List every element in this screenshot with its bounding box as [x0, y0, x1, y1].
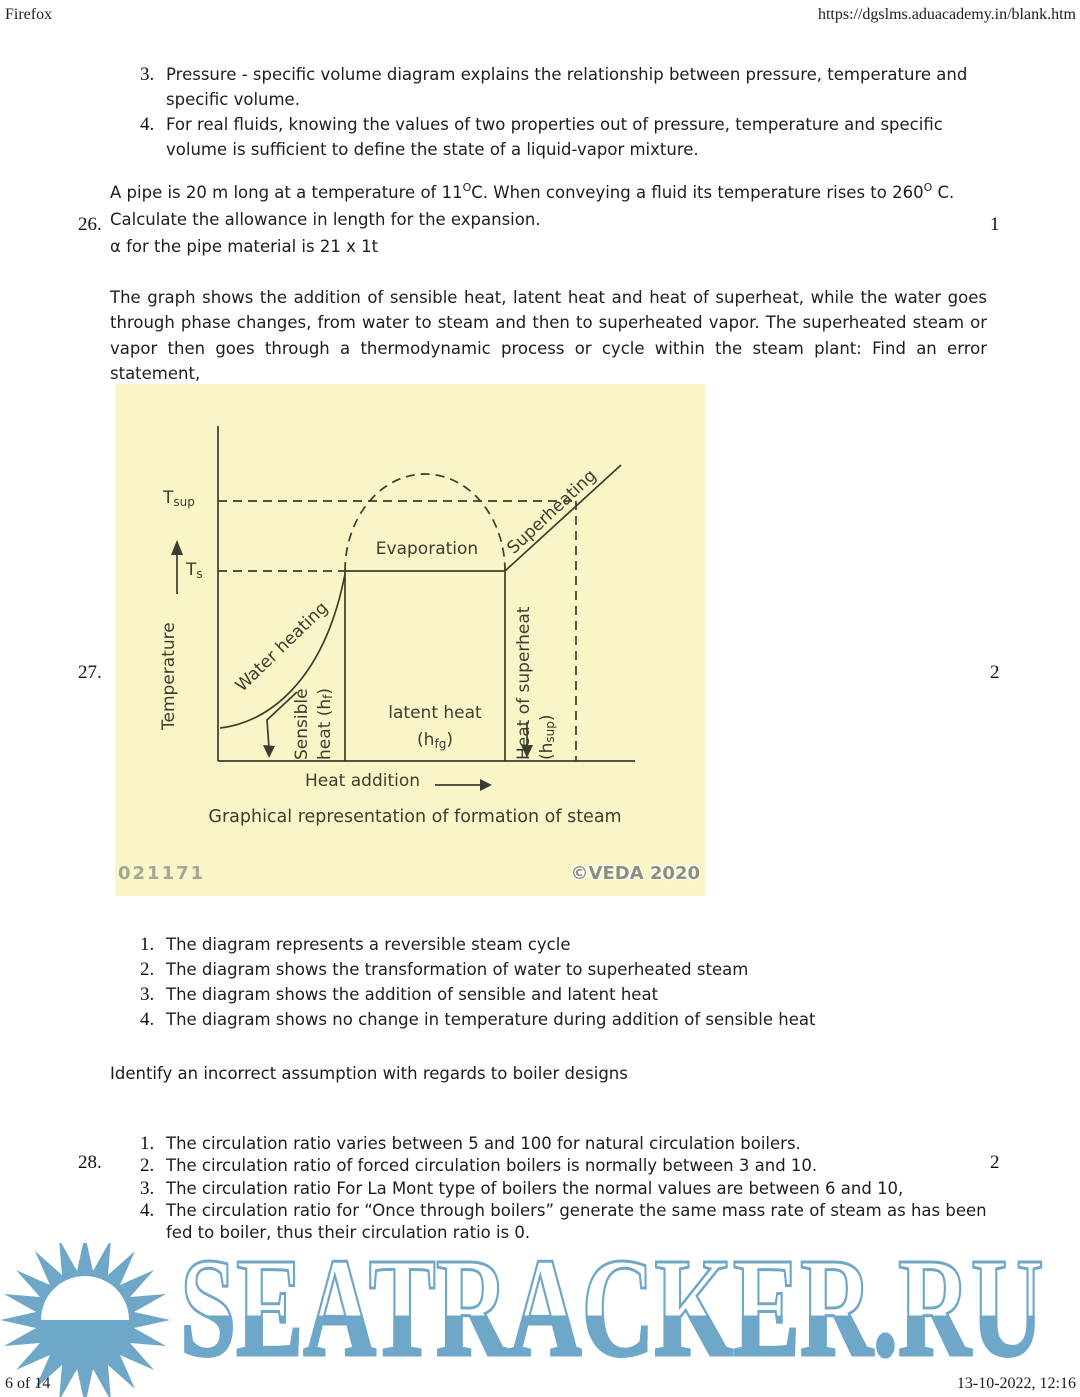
page-counter: 6 of 14 [5, 1375, 51, 1392]
list-item: 1. The circulation ratio varies between … [140, 1133, 1008, 1155]
list-item: 3. Pressure - specific volume diagram ex… [140, 62, 1008, 112]
question-27-options: 1. The diagram represents a reversible s… [140, 932, 1008, 1032]
option-text: The circulation ratio for “Once through … [166, 1200, 987, 1243]
question-26-line2: C. Calculate the allowance in length for… [110, 183, 955, 229]
option-number: 3. [140, 984, 155, 1005]
superscript-degree: O [462, 181, 472, 194]
steam-formation-diagram: Tsup Ts Temperature Evaporation Superhea… [115, 384, 705, 896]
seatracker-sun-icon [0, 1243, 170, 1397]
y-axis-label: Temperature [159, 622, 179, 730]
diagram-caption: Graphical representation of formation of… [208, 807, 622, 827]
question-28-marks: 2 [990, 1152, 1000, 1173]
list-item: 4. The circulation ratio for “Once throu… [140, 1200, 1008, 1245]
question-26-line1: A pipe is 20 m long at a temperature of … [110, 183, 463, 202]
x-axis-label: Heat addition [305, 771, 421, 791]
list-item: 4. For real fluids, knowing the values o… [140, 112, 1008, 162]
question-27-prompt: The graph shows the addition of sensible… [110, 288, 987, 383]
option-text: The diagram shows no change in temperatu… [166, 1010, 816, 1029]
option-number: 2. [140, 959, 155, 980]
option-text: The diagram represents a reversible stea… [166, 935, 571, 954]
option-number: 4. [140, 114, 155, 135]
question-28-prompt: Identify an incorrect assumption with re… [110, 1064, 628, 1083]
option-number: 3. [140, 64, 155, 85]
latent-heat-label: latent heat (hfg) [388, 703, 482, 751]
sensible-heat-arrow-line [266, 691, 298, 749]
question-26-text: A pipe is 20 m long at a temperature of … [110, 174, 982, 260]
question-28-options: 1. The circulation ratio varies between … [140, 1133, 1008, 1244]
question-28-number: 28. [78, 1152, 102, 1173]
question-26-marks: 1 [990, 214, 1000, 235]
list-item: 4. The diagram shows no change in temper… [140, 1007, 1008, 1032]
option-number: 1. [140, 934, 155, 955]
diagram-code: 021171 [118, 863, 206, 884]
superheating-line [504, 464, 622, 572]
option-number: 2. [140, 1155, 155, 1177]
list-item: 3. The diagram shows the addition of sen… [140, 982, 1008, 1007]
option-text: The diagram shows the addition of sensib… [166, 985, 659, 1004]
heat-addition-arrow-head [480, 779, 492, 791]
temperature-arrow-head [171, 540, 183, 555]
option-number: 3. [140, 1177, 155, 1199]
question-26-number: 26. [78, 214, 102, 235]
evaporation-label: Evaporation [375, 539, 479, 559]
sensible-heat-label: Sensible heat (hf) [292, 687, 335, 760]
question-27-marks: 2 [990, 662, 1000, 683]
option-text: The circulation ratio of forced circulat… [166, 1156, 818, 1176]
tsup-label: Tsup [163, 488, 195, 509]
diagram-lines [171, 426, 635, 791]
diagram-credit: ©VEDA 2020 [570, 863, 700, 884]
print-datetime: 13-10-2022, 12:16 [956, 1375, 1076, 1392]
option-number: 1. [140, 1133, 155, 1154]
previous-question-options: 3. Pressure - specific volume diagram ex… [140, 62, 1008, 162]
hsup-arrow-head [521, 745, 533, 758]
option-number: 4. [140, 1199, 155, 1221]
heat-of-superheat-label: Heat of superheat (hsup) [514, 606, 557, 760]
saturation-dome-curve [344, 473, 506, 572]
option-text: For real fluids, knowing the values of t… [166, 115, 943, 159]
list-item: 2. The diagram shows the transformation … [140, 957, 1008, 982]
question-26-line3: α for the pipe material is 21 x 1t [110, 237, 379, 256]
option-text: The circulation ratio varies between 5 a… [166, 1134, 801, 1153]
option-text: Pressure - specific volume diagram expla… [166, 65, 968, 109]
list-item: 3. The circulation ratio For La Mont typ… [140, 1178, 1008, 1200]
option-text: The diagram shows the transformation of … [166, 960, 749, 979]
option-number: 4. [140, 1009, 155, 1030]
list-item: 1. The diagram represents a reversible s… [140, 932, 1008, 957]
ts-label: Ts [186, 560, 203, 581]
browser-name: Firefox [5, 6, 53, 23]
question-27-number: 27. [78, 662, 102, 683]
option-text: The circulation ratio For La Mont type o… [166, 1178, 904, 1198]
question-26-line1b: C. When conveying a fluid its temperatur… [471, 183, 924, 202]
superscript-degree: O [923, 181, 933, 194]
water-heating-curve [219, 573, 346, 729]
list-item: 2. The circulation ratio of forced circu… [140, 1155, 1008, 1177]
page-url: https://dgslms.aduacademy.in/blank.htm [817, 6, 1076, 23]
seatracker-watermark: SEATRACKER.RU [179, 1228, 1045, 1386]
sensible-heat-arrow-head [263, 745, 275, 758]
